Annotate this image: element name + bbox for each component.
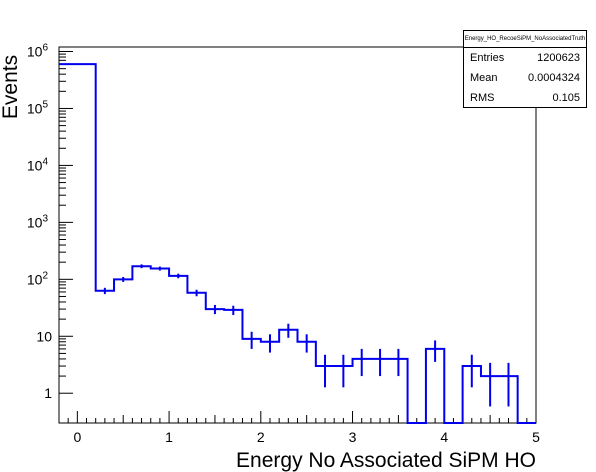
- x-tick-label: 3: [349, 429, 357, 445]
- y-tick-base: 10: [27, 100, 43, 116]
- y-tick-base: 10: [27, 214, 43, 230]
- stats-entries-row: Entries 1200623: [464, 48, 586, 68]
- y-tick-base: 10: [27, 157, 43, 173]
- y-tick-base: 10: [36, 328, 52, 344]
- y-tick-base: 1: [44, 385, 52, 401]
- stats-mean-label: Mean: [470, 72, 498, 84]
- x-axis-label: Energy No Associated SiPM HO: [236, 449, 536, 472]
- axis-ticks: [58, 51, 537, 423]
- stats-mean-row: Mean 0.0004324: [464, 68, 586, 88]
- y-tick-exponent: 3: [42, 213, 48, 224]
- y-tick-exponent: 6: [42, 43, 48, 54]
- y-tick-exponent: 4: [42, 156, 48, 167]
- y-axis-label: Events: [0, 55, 22, 119]
- histogram-series: [59, 63, 536, 424]
- x-tick-labels: 0 1 2 3 4 5: [73, 429, 540, 445]
- y-tick-label: 1: [44, 385, 52, 401]
- y-tick-label: 104: [27, 156, 49, 173]
- y-tick-exponent: 5: [42, 99, 48, 110]
- stats-mean-value: 0.0004324: [528, 72, 580, 84]
- histogram-line: [59, 63, 536, 424]
- stats-rms-value: 0.105: [552, 92, 580, 104]
- x-tick-label: 5: [532, 429, 540, 445]
- x-tick-label: 4: [440, 429, 448, 445]
- stats-rms-row: RMS 0.105: [464, 88, 586, 108]
- stats-rms-label: RMS: [470, 92, 495, 104]
- y-tick-exponent: 2: [42, 270, 48, 281]
- x-tick-label: 2: [257, 429, 265, 445]
- y-tick-label: 103: [27, 213, 49, 230]
- x-tick-label: 0: [73, 429, 81, 445]
- y-tick-label: 106: [27, 43, 49, 60]
- x-tick-label: 1: [165, 429, 173, 445]
- stats-entries-value: 1200623: [537, 52, 580, 64]
- y-tick-label: 102: [27, 270, 49, 287]
- stats-title: Energy_HO_RecoeSiPM_NoAssociatedTruth: [464, 31, 586, 48]
- stats-entries-label: Entries: [470, 52, 505, 64]
- y-tick-label: 105: [27, 99, 49, 116]
- y-tick-base: 10: [27, 44, 43, 60]
- stats-box: Energy_HO_RecoeSiPM_NoAssociatedTruth En…: [463, 30, 587, 108]
- y-tick-label: 10: [36, 328, 52, 344]
- y-tick-base: 10: [27, 271, 43, 287]
